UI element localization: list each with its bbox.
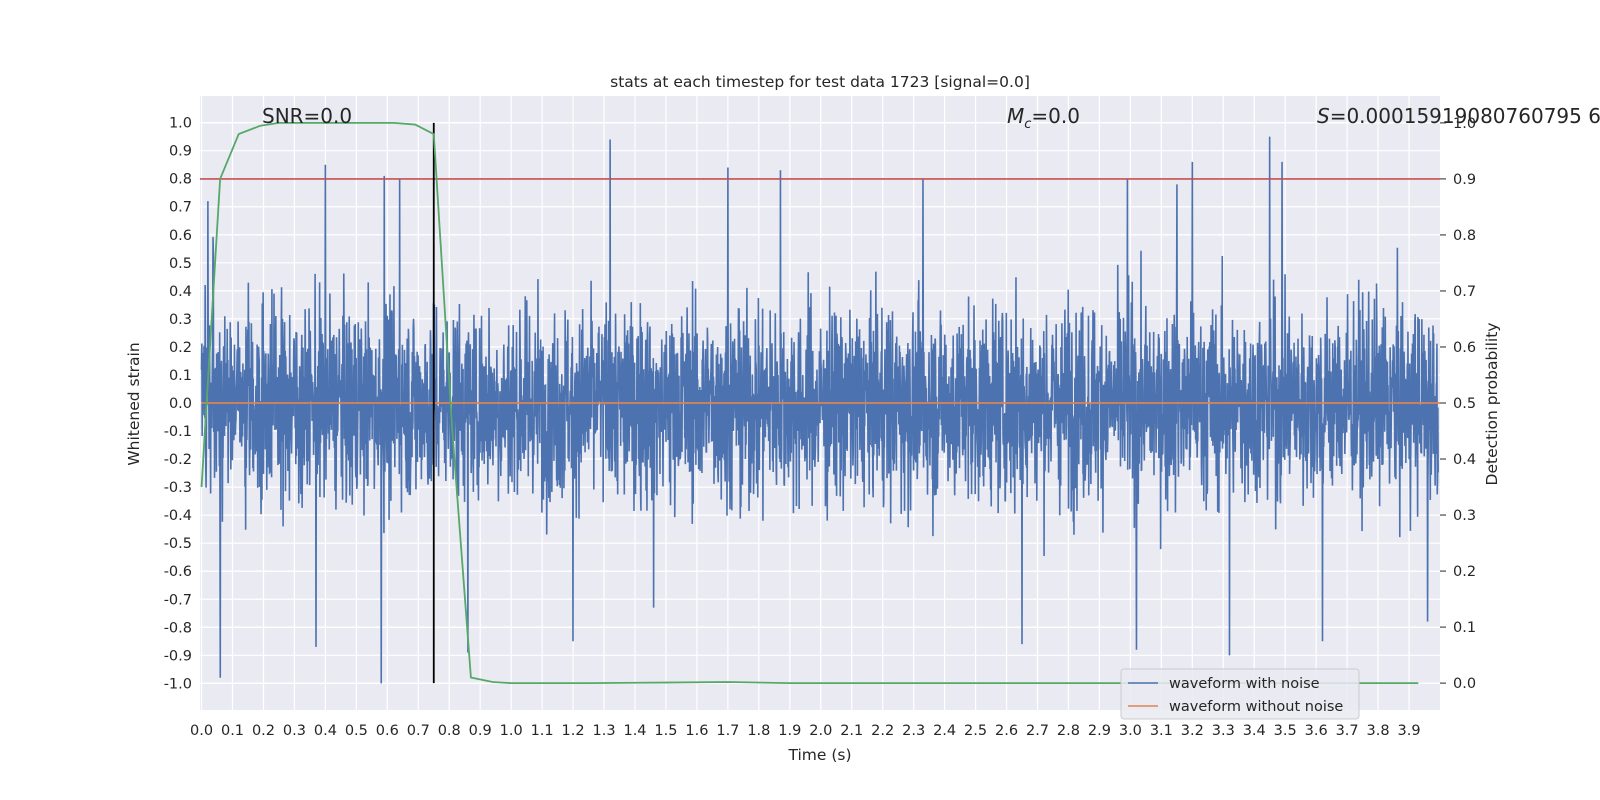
y2-tick-label: 0.0: [1453, 676, 1476, 692]
y-tick-label: 0.8: [169, 172, 192, 188]
y2-tick-label: 0.7: [1453, 284, 1476, 300]
y-tick-label: 0.7: [169, 200, 192, 216]
legend-label-noise: waveform with noise: [1169, 676, 1320, 692]
y-tick-label: -0.6: [164, 564, 192, 580]
y-tick-label: -0.8: [164, 620, 192, 636]
y-tick-label: -0.3: [164, 480, 192, 496]
y2-tick-label: 0.8: [1453, 228, 1476, 244]
x-tick-label: 3.1: [1150, 723, 1173, 739]
y2-tick-label: 0.6: [1453, 340, 1476, 356]
x-tick-label: 1.7: [716, 723, 739, 739]
y-tick-label: -0.2: [164, 452, 192, 468]
x-tick-label: 0.7: [407, 723, 430, 739]
y2-axis-label: Detection probability: [1483, 323, 1501, 486]
legend-frame: [1120, 668, 1360, 720]
x-tick-label: 0.5: [345, 723, 368, 739]
x-tick-label: 0.2: [252, 723, 275, 739]
y-tick-label: 0.0: [169, 396, 192, 412]
y2-tick-label: 1.0: [1453, 116, 1476, 132]
x-tick-label: 0.6: [376, 723, 399, 739]
y-tick-label: -0.7: [164, 592, 192, 608]
series-layer: [200, 121, 1440, 685]
x-tick-label: 0.0: [190, 723, 213, 739]
y-tick-label: -0.1: [164, 424, 192, 440]
y-tick-label: 1.0: [169, 116, 192, 132]
x-tick-label: 0.9: [469, 723, 492, 739]
x-tick-label: 3.3: [1212, 723, 1235, 739]
y-tick-label: 0.5: [169, 256, 192, 272]
x-tick-label: 2.6: [995, 723, 1018, 739]
x-tick-label: 2.9: [1088, 723, 1111, 739]
y-tick-label: 0.2: [169, 340, 192, 356]
x-tick-label: 0.1: [221, 723, 244, 739]
y-axis-ticks: 1.0 0.9 0.8 0.7 0.6 0.5 0.4 0.3 0.2 0.1 0.0 -0.1 -0.…: [164, 116, 192, 693]
y-tick-label: 0.1: [169, 368, 192, 384]
y2-axis-ticks: 1.0 0.9 0.8 0.7 0.6 0.5 0.4 0.3 0.2 0.1 0.0: [1440, 116, 1476, 692]
x-axis-ticks: 0.0 0.1 0.2 0.3 0.4 0.5 0.6 0.7 0.8 0.9 1.0 1.1 1.2 1…: [190, 723, 1421, 739]
x-tick-label: 3.4: [1243, 723, 1266, 739]
y-tick-label: -0.9: [164, 648, 192, 664]
x-tick-label: 1.1: [531, 723, 554, 739]
x-tick-label: 1.5: [654, 723, 677, 739]
y-axis-label: Whitened strain: [125, 342, 143, 465]
x-tick-label: 0.3: [283, 723, 306, 739]
x-tick-label: 1.2: [562, 723, 585, 739]
x-tick-label: 3.8: [1367, 723, 1390, 739]
y-tick-label: 0.6: [169, 228, 192, 244]
y-tick-label: -0.4: [164, 508, 192, 524]
x-tick-label: 1.9: [778, 723, 801, 739]
x-tick-label: 3.0: [1119, 723, 1142, 739]
x-tick-label: 3.6: [1305, 723, 1328, 739]
x-tick-label: 2.7: [1026, 723, 1049, 739]
x-axis-label: Time (s): [787, 746, 851, 764]
y-tick-label: 0.4: [169, 284, 192, 300]
x-tick-label: 2.5: [964, 723, 987, 739]
y2-tick-label: 0.4: [1453, 452, 1476, 468]
mc-annotation: Mc=0.0: [1007, 104, 1080, 132]
x-tick-label: 2.0: [809, 723, 832, 739]
x-tick-label: 2.2: [871, 723, 894, 739]
x-tick-label: 2.8: [1057, 723, 1080, 739]
x-tick-label: 0.4: [314, 723, 337, 739]
y-tick-label: -0.5: [164, 536, 192, 552]
x-tick-label: 3.7: [1336, 723, 1359, 739]
x-tick-label: 2.4: [933, 723, 956, 739]
x-tick-label: 2.3: [902, 723, 925, 739]
snr-annotation: SNR=0.0: [262, 104, 352, 128]
y2-tick-label: 0.3: [1453, 508, 1476, 524]
x-tick-label: 1.4: [623, 723, 646, 739]
legend: waveform with noise waveform without noi…: [1120, 668, 1360, 720]
y2-tick-label: 0.5: [1453, 396, 1476, 412]
y2-tick-label: 0.1: [1453, 620, 1476, 636]
x-tick-label: 1.0: [500, 723, 523, 739]
series-detection-probability: [200, 121, 1419, 685]
x-tick-label: 3.9: [1398, 723, 1421, 739]
y-tick-label: 0.3: [169, 312, 192, 328]
x-tick-label: 3.5: [1274, 723, 1297, 739]
y-tick-label: 0.9: [169, 144, 192, 160]
y-tick-label: -1.0: [164, 676, 192, 692]
x-tick-label: 1.8: [747, 723, 770, 739]
y2-tick-label: 0.2: [1453, 564, 1476, 580]
x-tick-label: 3.2: [1181, 723, 1204, 739]
s-annotation: S=0.00015919080760795 6: [1317, 104, 1600, 128]
y2-tick-label: 0.9: [1453, 172, 1476, 188]
x-tick-label: 2.1: [840, 723, 863, 739]
x-tick-label: 0.8: [438, 723, 461, 739]
legend-label-clean: waveform without noise: [1169, 699, 1343, 715]
x-tick-label: 1.3: [593, 723, 616, 739]
x-tick-label: 1.6: [685, 723, 708, 739]
chart-title: stats at each timestep for test data 172…: [610, 73, 1030, 91]
